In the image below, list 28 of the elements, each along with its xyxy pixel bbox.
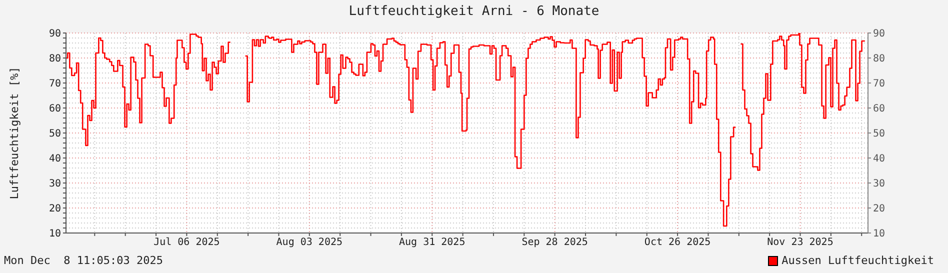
x-tick-label: Aug 31 2025: [399, 237, 466, 248]
y2-tick-label: 60: [873, 104, 886, 115]
y-axis-title: Luftfeuchtigkeit [%]: [8, 66, 21, 200]
y-tick-label: 40: [48, 154, 61, 165]
legend-label: Aussen Luftfeuchtigkeit: [782, 254, 934, 267]
x-tick-label: Nov 23 2025: [767, 237, 834, 248]
y-tick-label: 10: [48, 228, 61, 240]
y2-tick-label: 40: [873, 154, 886, 165]
y2-tick-label: 90: [873, 28, 886, 40]
y-tick-label: 90: [48, 28, 61, 40]
chart-title: Luftfeuchtigkeit Arni - 6 Monate: [348, 4, 600, 19]
y2-tick-label: 50: [873, 128, 886, 140]
x-tick-label: Jul 06 2025: [154, 237, 220, 248]
y2-tick-label: 20: [873, 204, 886, 215]
x-tick-label: Sep 28 2025: [522, 237, 588, 248]
y-tick-label: 20: [48, 204, 61, 215]
x-tick-label: Oct 26 2025: [644, 237, 711, 248]
y-tick-label: 30: [48, 178, 61, 190]
y-tick-label: 80: [48, 54, 61, 65]
y-tick-label: 60: [48, 104, 61, 115]
y2-tick-label: 80: [873, 54, 886, 65]
y2-tick-label: 70: [873, 78, 886, 90]
text: Mon Dec 8 11:05:03 2025: [4, 254, 163, 267]
y2-tick-label: 30: [873, 178, 886, 190]
y-tick-label: 70: [48, 78, 61, 90]
y-tick-label: 50: [48, 128, 61, 140]
y2-tick-label: 10: [873, 228, 886, 240]
x-tick-label: Aug 03 2025: [276, 237, 343, 248]
